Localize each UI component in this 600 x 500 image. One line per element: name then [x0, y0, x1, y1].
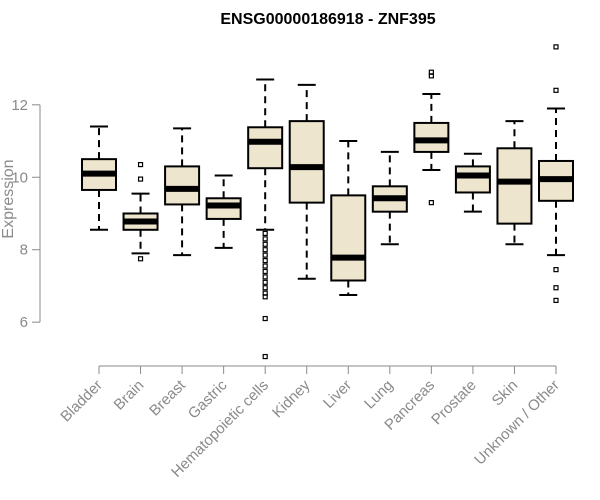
outlier-point	[553, 44, 559, 50]
y-axis: 6 8 10 12	[11, 97, 41, 331]
outlier-point	[428, 200, 434, 206]
outlier-point	[262, 315, 268, 322]
chart-title: ENSG00000186918 - ZNF395	[220, 11, 435, 28]
box-group	[413, 69, 450, 206]
box-iqr	[330, 194, 367, 282]
outlier-point	[428, 69, 434, 75]
outlier-point	[553, 297, 559, 304]
box-series	[81, 44, 574, 360]
outlier-point	[262, 247, 268, 253]
y-tick-label: 6	[20, 314, 28, 331]
box-iqr	[496, 147, 533, 225]
box-group	[205, 174, 242, 249]
outlier-point	[262, 236, 268, 242]
outlier-point	[262, 268, 268, 275]
outlier-point	[137, 176, 144, 182]
x-tick-label: Brain	[111, 377, 148, 414]
outlier-point	[262, 241, 268, 247]
box-group	[247, 78, 284, 360]
outlier-point	[137, 256, 144, 262]
x-tick-label: Bladder	[57, 377, 106, 426]
outlier-point	[262, 252, 268, 258]
outlier-point	[262, 285, 268, 291]
outlier-point	[553, 285, 559, 291]
y-tick-label: 12	[11, 97, 28, 114]
y-axis-label: Expression	[0, 159, 17, 238]
box-iqr	[288, 120, 325, 204]
box-iqr	[205, 197, 242, 220]
outlier-point	[553, 87, 559, 93]
outlier-point	[262, 279, 268, 285]
x-tick-label: Kidney	[269, 376, 314, 421]
outlier-point	[553, 267, 559, 273]
outlier-point	[262, 294, 268, 300]
box-group	[164, 127, 201, 257]
y-tick-label: 10	[11, 169, 28, 186]
x-tick-label: Breast	[146, 376, 189, 419]
outlier-point	[262, 263, 268, 269]
box-group	[371, 150, 408, 246]
box-group	[122, 161, 159, 262]
box-group	[538, 44, 574, 304]
x-tick-label: Lung	[361, 377, 397, 413]
outlier-point	[262, 257, 268, 264]
x-tick-label: Skin	[489, 377, 522, 410]
outlier-point	[262, 274, 268, 280]
outlier-point	[262, 353, 268, 360]
x-tick-label: Liver	[320, 377, 355, 412]
y-tick-label: 8	[20, 242, 28, 259]
outlier-point	[137, 161, 144, 168]
box-iqr	[454, 165, 491, 194]
outlier-point	[262, 230, 268, 237]
box-iqr	[164, 165, 201, 206]
box-group	[330, 140, 367, 296]
box-group	[288, 83, 325, 280]
box-group	[454, 152, 491, 213]
box-iqr	[247, 126, 284, 170]
x-tick-label: Prostate	[428, 377, 480, 429]
box-group	[496, 120, 533, 246]
box-group	[81, 125, 117, 231]
